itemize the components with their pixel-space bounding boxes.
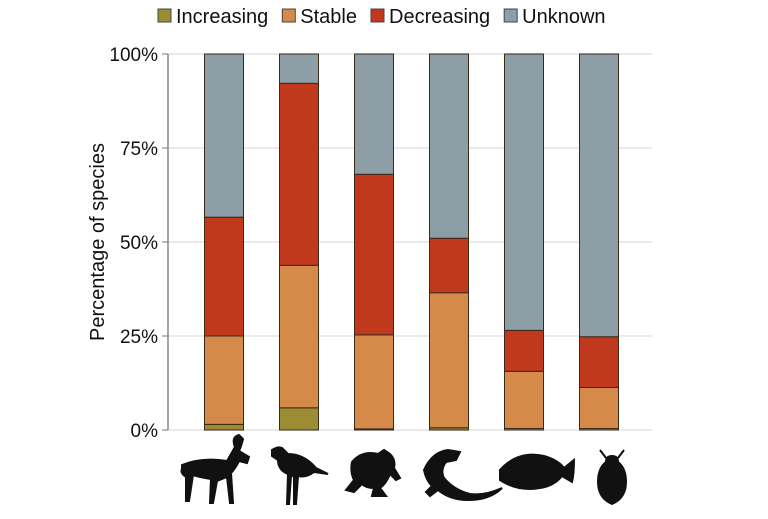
legend-swatch <box>157 8 172 23</box>
bird-icon <box>271 446 329 505</box>
bar-segment-stable <box>204 335 244 425</box>
bar-segment-decreasing <box>204 216 244 337</box>
legend-label: Unknown <box>522 6 605 28</box>
y-tick-label: 0% <box>131 421 159 442</box>
bar-segment-decreasing <box>504 329 544 372</box>
bar-segment-stable <box>354 334 394 430</box>
lizard-icon <box>422 448 503 502</box>
frog-icon <box>344 448 402 497</box>
y-tick-label: 75% <box>120 139 158 160</box>
legend-label: Increasing <box>176 6 268 28</box>
fish-icon <box>499 453 576 490</box>
y-axis-label: Percentage of species <box>87 143 109 341</box>
bar-segment-stable <box>504 370 544 429</box>
beetle-icon <box>596 449 628 506</box>
bar-segment-unknown <box>204 53 244 218</box>
y-tick-label: 50% <box>120 233 158 254</box>
bar-segment-unknown <box>504 53 544 331</box>
bar-segment-unknown <box>429 53 469 239</box>
bar-segment-decreasing <box>354 173 394 336</box>
bar-segment-decreasing <box>579 336 619 389</box>
bar-segment-increasing <box>204 423 244 431</box>
bar-segment-stable <box>579 387 619 429</box>
legend-label: Decreasing <box>389 6 490 28</box>
antelope-icon <box>180 433 251 504</box>
bar-segment-unknown <box>279 53 319 84</box>
bar-segment-stable <box>279 264 319 409</box>
bar-segment-unknown <box>354 53 394 175</box>
y-tick-label: 100% <box>109 45 158 66</box>
legend-label: Stable <box>300 6 357 28</box>
bar-segment-increasing <box>279 407 319 431</box>
legend-swatch <box>370 8 385 23</box>
bar-segment-decreasing <box>279 82 319 266</box>
legend-swatch <box>503 8 518 23</box>
bar-segment-decreasing <box>429 237 469 294</box>
y-tick-label: 25% <box>120 327 158 348</box>
bar-segment-unknown <box>579 53 619 338</box>
bar-segment-stable <box>429 292 469 429</box>
legend-swatch <box>281 8 296 23</box>
